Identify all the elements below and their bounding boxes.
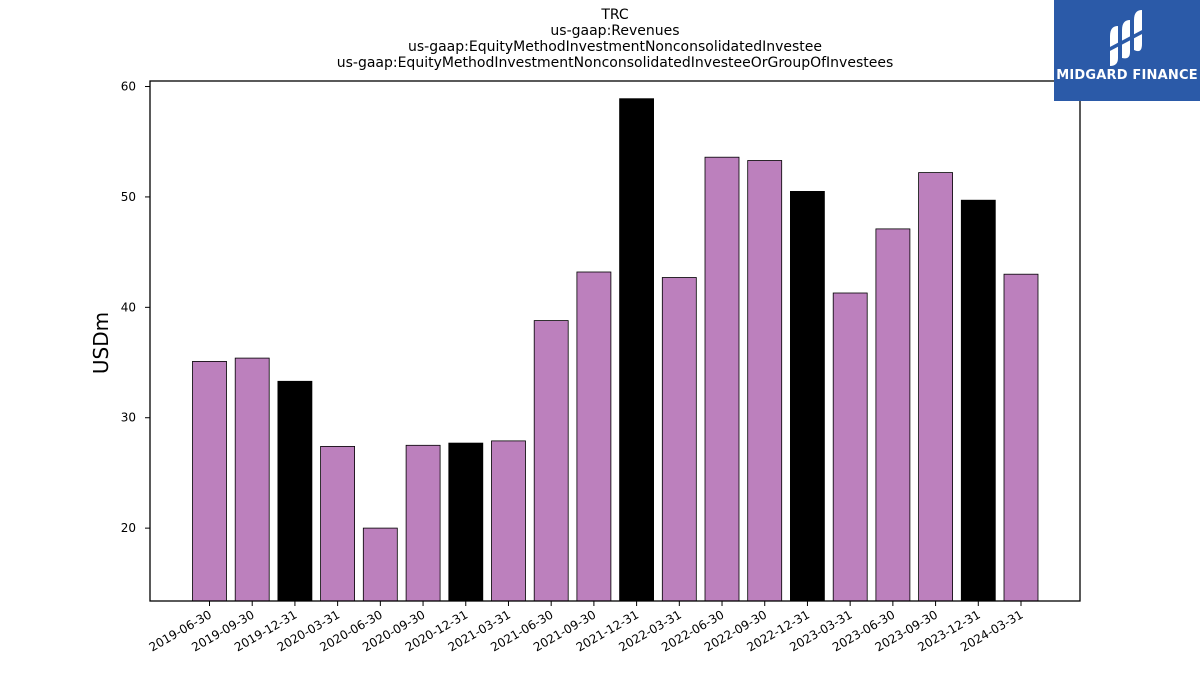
x-axis: 2019-06-302019-09-302019-12-312020-03-31… xyxy=(147,601,1026,654)
bar-2021-06-30 xyxy=(533,320,569,602)
bar-2023-03-31 xyxy=(832,292,868,602)
bar-2023-09-30 xyxy=(918,172,953,602)
bar-2024-03-31 xyxy=(1003,273,1039,602)
y-tick-label: 20 xyxy=(121,521,136,535)
y-tick-label: 30 xyxy=(121,411,136,425)
y-tick-label: 40 xyxy=(121,300,136,314)
chart-title: TRC xyxy=(601,7,629,23)
bar-2020-12-31 xyxy=(448,442,484,602)
bar-2021-09-30 xyxy=(576,271,612,602)
bar-2022-12-31 xyxy=(790,190,825,602)
bar-2023-12-31 xyxy=(960,199,996,602)
bar-2022-06-30 xyxy=(704,156,740,602)
y-axis-label: USDm xyxy=(89,312,113,374)
plot-frame xyxy=(149,80,1081,602)
midgard-logo-icon xyxy=(1108,10,1146,66)
bar-2020-06-30 xyxy=(362,527,398,602)
bars-group xyxy=(192,98,1039,602)
bar-2021-03-31 xyxy=(491,440,526,602)
bar-2019-06-30 xyxy=(192,360,227,602)
chart-subtitle-investee: us-gaap:EquityMethodInvestmentNonconsoli… xyxy=(408,39,822,55)
bar-2023-06-30 xyxy=(875,228,911,602)
y-axis: 20 30 40 50 60 xyxy=(121,80,150,535)
bar-2021-12-31 xyxy=(619,98,654,602)
logo-text: MIDGARD FINANCE xyxy=(1056,68,1198,83)
bar-2020-03-31 xyxy=(320,445,356,602)
bar-2020-09-30 xyxy=(405,444,441,602)
bar-2022-09-30 xyxy=(747,160,783,602)
chart-subtitle-revenues: us-gaap:Revenues xyxy=(550,23,680,39)
bar-2022-03-31 xyxy=(661,277,697,602)
y-tick-label: 50 xyxy=(121,190,136,204)
chart-subtitle-investee-group: us-gaap:EquityMethodInvestmentNonconsoli… xyxy=(336,55,894,71)
midgard-finance-logo: MIDGARD FINANCE xyxy=(1054,0,1200,101)
bar-2019-09-30 xyxy=(234,357,270,602)
y-tick-label: 60 xyxy=(121,80,136,94)
bar-2019-12-31 xyxy=(277,380,313,602)
